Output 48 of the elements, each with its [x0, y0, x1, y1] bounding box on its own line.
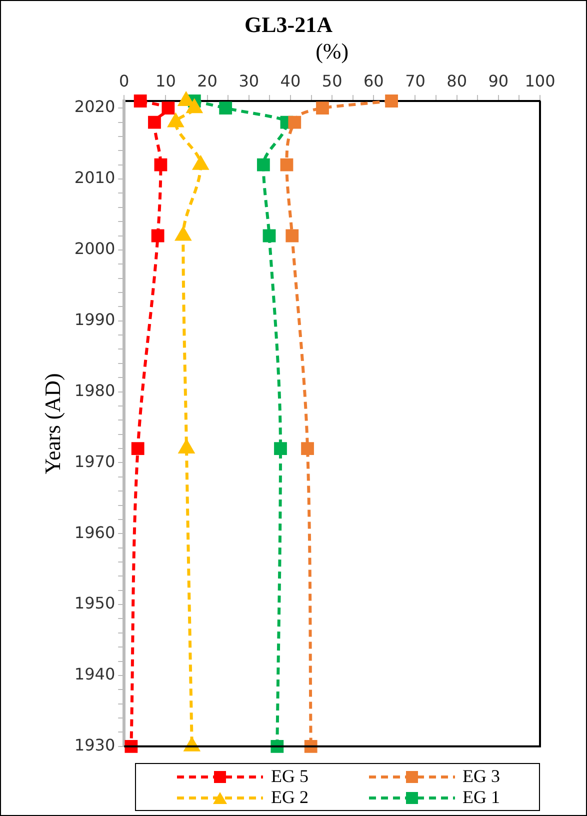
point: [162, 102, 175, 115]
x-tick-label: 60: [363, 72, 384, 91]
point: [286, 229, 299, 242]
point: [304, 740, 318, 753]
point: [178, 440, 194, 454]
y-tick-label: 2000: [74, 239, 116, 258]
point: [280, 158, 294, 172]
point: [148, 116, 161, 129]
x-axis-title: (%): [316, 38, 349, 64]
x-tick-label: 40: [280, 72, 301, 91]
point: [134, 94, 147, 108]
point: [301, 442, 314, 455]
y-tick-label: 1940: [74, 664, 116, 684]
point: [270, 740, 284, 753]
point: [256, 158, 270, 172]
point: [288, 116, 302, 129]
x-tick-label: 20: [197, 72, 218, 91]
point: [151, 229, 164, 242]
x-tick-label: 10: [156, 72, 176, 91]
chart-title: GL3-21A: [244, 12, 333, 37]
y-tick-label: 2020: [74, 97, 116, 116]
x-tick-label: 100: [524, 72, 556, 91]
point: [124, 740, 138, 753]
y-tick-label: 1980: [74, 380, 116, 400]
x-tick-label: 90: [488, 72, 509, 91]
point: [262, 229, 276, 242]
y-tick-label: 1960: [74, 522, 116, 542]
point: [219, 102, 232, 115]
y-tick-label: 1930: [74, 736, 116, 755]
point: [316, 102, 329, 115]
x-tick-label: 0: [119, 72, 130, 91]
y-tick-label: 1950: [74, 594, 116, 613]
x-tick-label: 80: [446, 72, 468, 91]
y-tick-label: 1990: [74, 310, 116, 330]
point: [385, 94, 398, 108]
legend-label: EG 3: [462, 766, 500, 787]
point: [131, 442, 144, 455]
x-tick-label: 70: [405, 72, 426, 91]
y-axis-title: Years (AD): [40, 373, 65, 474]
y-tick-label: 2010: [74, 168, 116, 188]
x-tick-label: 30: [238, 72, 260, 91]
point: [154, 158, 168, 172]
legend-label: EG 5: [271, 766, 308, 787]
y-tick-label: 1970: [74, 452, 116, 471]
legend-label: EG 1: [462, 787, 500, 808]
legend-label: EG 2: [271, 787, 308, 808]
x-tick-label: 50: [322, 72, 342, 91]
point: [274, 442, 287, 455]
